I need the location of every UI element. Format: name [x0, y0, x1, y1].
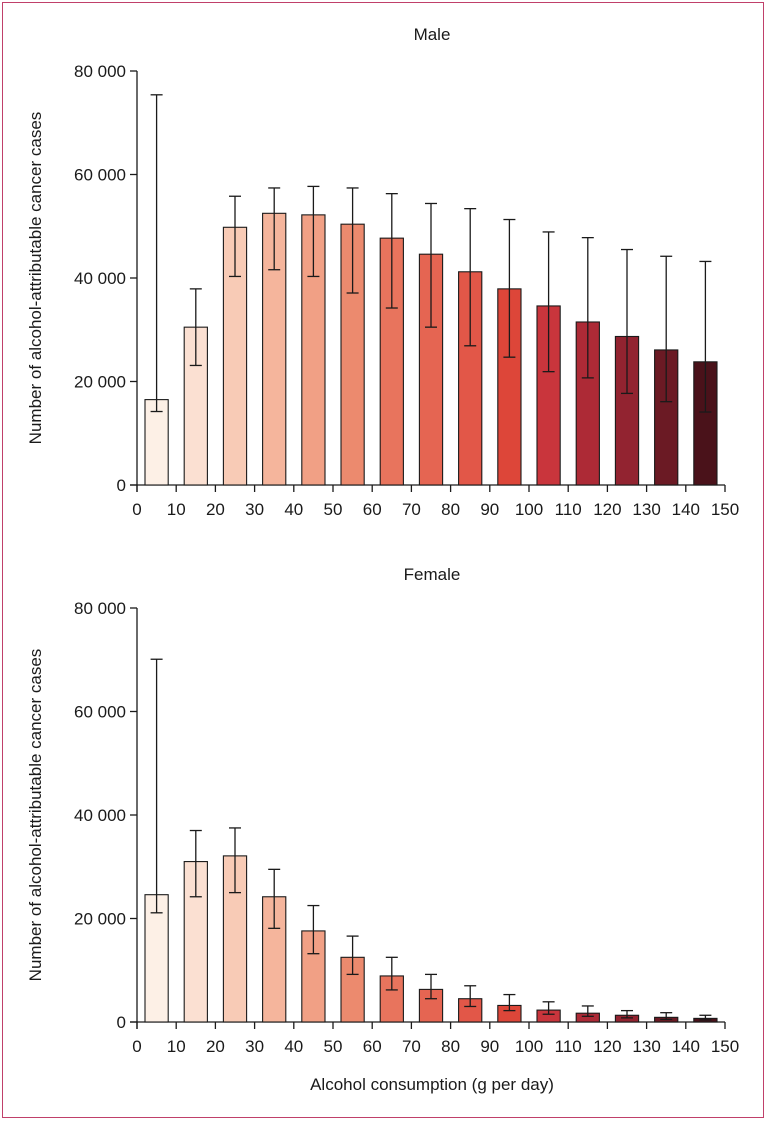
female-error-bar [621, 1009, 633, 1019]
female-x-tick-label: 130 [632, 1037, 660, 1056]
male-x-tick-label: 140 [672, 500, 700, 519]
female-y-tick-label: 80 000 [74, 599, 126, 618]
male-error-bar [542, 231, 555, 373]
female-error-bar [346, 935, 359, 976]
female-x-tick-label: 40 [284, 1037, 303, 1056]
female-y-axis-label: Number of alcohol-attributable cancer ca… [26, 649, 45, 982]
x-axis-label: Alcohol consumption (g per day) [310, 1075, 554, 1094]
male-x-tick-label: 50 [324, 500, 343, 519]
male-error-bar [346, 187, 359, 294]
male-error-bar [385, 192, 398, 309]
female-x-tick-label: 90 [480, 1037, 499, 1056]
female-x-tick-label: 0 [132, 1037, 141, 1056]
male-x-tick-label: 100 [515, 500, 543, 519]
male-error-bar [307, 185, 320, 278]
male-error-bar [699, 260, 712, 413]
male-error-bar [503, 218, 516, 358]
female-error-bar [229, 827, 241, 894]
female-error-bar [503, 993, 516, 1012]
male-x-tick-label: 120 [593, 500, 621, 519]
male-y-tick-label: 20 000 [74, 373, 126, 392]
male-y-axis-label: Number of alcohol-attributable cancer ca… [26, 112, 45, 445]
male-x-tick-label: 20 [206, 500, 225, 519]
female-x-tick-label: 10 [167, 1037, 186, 1056]
male-x-tick-label: 30 [245, 500, 264, 519]
female-error-bar [542, 1001, 555, 1015]
male-chart-title: Male [414, 25, 451, 44]
female-x-tick-label: 80 [441, 1037, 460, 1056]
female-error-bar [268, 868, 281, 929]
male-error-bar [425, 202, 437, 328]
female-x-tick-label: 110 [555, 1037, 582, 1056]
female-y-tick-label: 40 000 [74, 806, 126, 825]
female-error-bar [150, 658, 163, 914]
female-y-tick-label: 0 [117, 1013, 126, 1032]
male-error-bar [621, 248, 633, 395]
male-error-bar [268, 187, 281, 271]
female-x-tick-label: 100 [515, 1037, 543, 1056]
male-x-tick-label: 60 [363, 500, 382, 519]
female-x-tick-label: 150 [711, 1037, 739, 1056]
male-x-tick-label: 80 [441, 500, 460, 519]
female-error-bar [660, 1012, 673, 1021]
female-y-tick-label: 20 000 [74, 910, 126, 929]
male-x-tick-label: 10 [167, 500, 186, 519]
female-x-tick-label: 70 [402, 1037, 421, 1056]
female-error-bar [699, 1014, 712, 1021]
male-y-tick-label: 80 000 [74, 62, 126, 81]
female-error-bar [307, 904, 320, 955]
male-error-bar [150, 94, 163, 413]
female-x-tick-label: 140 [672, 1037, 700, 1056]
male-error-bar [189, 288, 202, 367]
male-error-bar [581, 236, 594, 379]
male-x-tick-label: 0 [132, 500, 141, 519]
male-y-tick-label: 60 000 [74, 166, 126, 185]
male-y-tick-label: 40 000 [74, 269, 126, 288]
female-panel: Female Number of alcohol-attributable ca… [26, 565, 739, 1094]
female-error-bar [425, 973, 437, 1000]
female-error-bar [385, 956, 398, 991]
female-error-bar [189, 829, 202, 898]
male-error-bar [660, 255, 673, 403]
male-x-tick-label: 110 [555, 500, 582, 519]
female-x-tick-label: 30 [245, 1037, 264, 1056]
male-x-tick-label: 130 [632, 500, 660, 519]
male-x-tick-label: 70 [402, 500, 421, 519]
female-x-tick-label: 50 [324, 1037, 343, 1056]
female-x-tick-label: 60 [363, 1037, 382, 1056]
female-y-tick-label: 60 000 [74, 703, 126, 722]
male-y-tick-label: 0 [117, 476, 126, 495]
male-panel: Male Number of alcohol-attributable canc… [26, 25, 739, 519]
female-x-tick-label: 120 [593, 1037, 621, 1056]
male-x-tick-label: 40 [284, 500, 303, 519]
male-x-tick-label: 150 [711, 500, 739, 519]
male-x-tick-label: 90 [480, 500, 499, 519]
female-chart-title: Female [404, 565, 461, 584]
male-error-bar [464, 208, 477, 347]
female-error-bar [581, 1005, 594, 1017]
female-error-bar [464, 985, 477, 1008]
male-bar [144, 399, 169, 486]
female-x-tick-label: 20 [206, 1037, 225, 1056]
female-bar [144, 894, 169, 1023]
male-error-bar [229, 195, 241, 278]
